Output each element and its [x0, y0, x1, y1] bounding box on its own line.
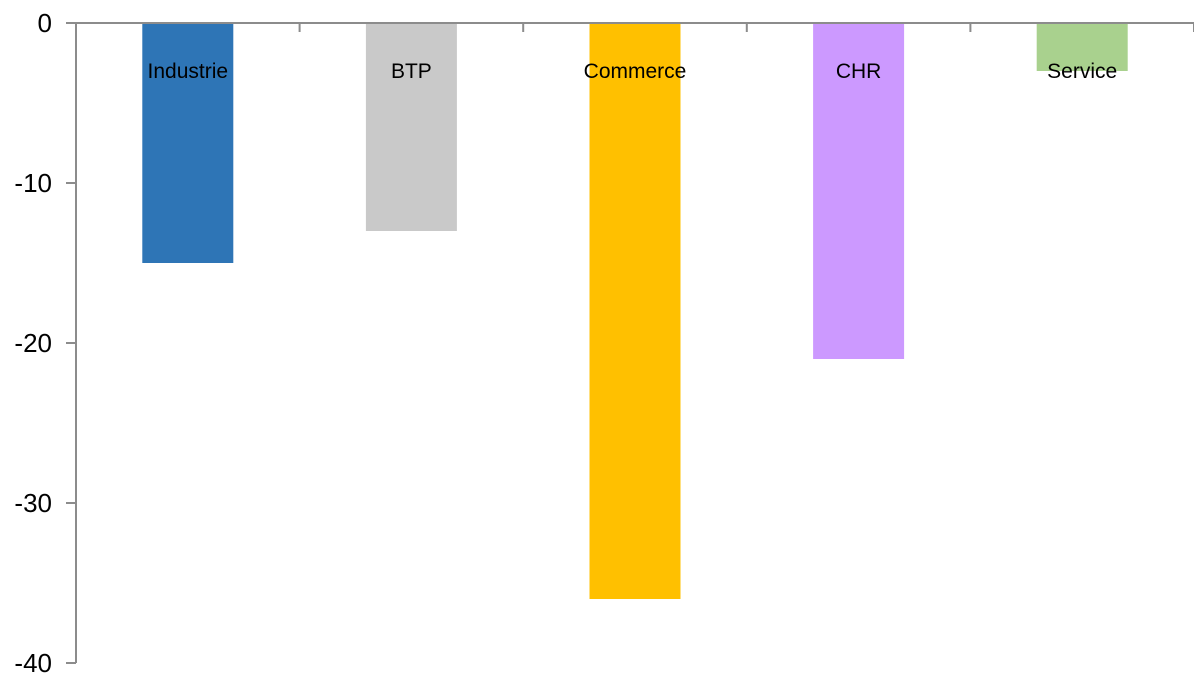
bar-btp — [365, 23, 457, 231]
category-label-btp: BTP — [391, 60, 432, 83]
y-tick-label: 0 — [38, 8, 52, 38]
category-labels-group: Industrie BTP Commerce CHR Service — [148, 60, 1118, 83]
axes-group: 0 -10 -20 -30 -40 — [14, 8, 1194, 678]
bar-service — [1036, 23, 1128, 71]
category-label-service: Service — [1047, 60, 1117, 83]
bar-commerce — [589, 23, 681, 599]
y-tick-label: -30 — [14, 488, 52, 518]
bars-group — [142, 23, 1128, 599]
category-label-chr: CHR — [836, 60, 882, 83]
bar-industrie — [142, 23, 234, 263]
category-label-commerce: Commerce — [584, 60, 687, 83]
y-tick-label: -20 — [14, 328, 52, 358]
y-tick-label: -10 — [14, 168, 52, 198]
category-label-industrie: Industrie — [148, 60, 229, 83]
y-tick-label: -40 — [14, 648, 52, 678]
bar-chr — [813, 23, 905, 359]
